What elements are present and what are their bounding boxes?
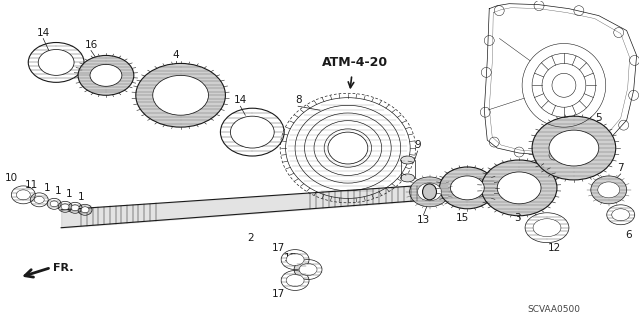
Ellipse shape [153, 75, 209, 115]
Text: 2: 2 [247, 233, 253, 243]
Text: 13: 13 [417, 215, 430, 225]
Text: 15: 15 [456, 213, 469, 223]
Ellipse shape [78, 56, 134, 95]
Ellipse shape [401, 174, 415, 182]
Ellipse shape [38, 49, 74, 75]
Ellipse shape [533, 219, 561, 237]
Text: 12: 12 [547, 243, 561, 253]
Text: 3: 3 [514, 213, 520, 223]
Ellipse shape [497, 172, 541, 204]
Ellipse shape [136, 63, 225, 127]
Text: 16: 16 [84, 40, 98, 49]
Text: 8: 8 [295, 95, 301, 105]
Ellipse shape [451, 176, 484, 200]
Text: 14: 14 [36, 27, 50, 38]
Text: 6: 6 [625, 230, 632, 240]
Text: 1: 1 [66, 189, 72, 199]
Ellipse shape [481, 160, 557, 216]
Ellipse shape [35, 196, 44, 203]
Ellipse shape [401, 156, 415, 164]
Ellipse shape [328, 132, 368, 164]
Ellipse shape [440, 167, 495, 209]
Text: 10: 10 [4, 173, 18, 183]
Text: 17: 17 [284, 253, 297, 263]
Text: 17: 17 [271, 243, 285, 253]
Text: 4: 4 [172, 50, 179, 61]
Text: 1: 1 [44, 183, 51, 193]
Text: 1: 1 [77, 192, 84, 202]
Ellipse shape [422, 184, 436, 200]
Ellipse shape [230, 116, 274, 148]
Ellipse shape [532, 116, 616, 180]
Text: SCVAA0500: SCVAA0500 [527, 305, 580, 314]
Ellipse shape [90, 64, 122, 86]
Text: 11: 11 [24, 180, 38, 190]
Ellipse shape [17, 190, 30, 200]
Ellipse shape [591, 176, 627, 204]
Text: ATM-4-20: ATM-4-20 [322, 56, 388, 69]
Ellipse shape [61, 204, 69, 210]
Text: 17: 17 [271, 289, 285, 300]
Text: 5: 5 [595, 113, 602, 123]
Ellipse shape [71, 205, 79, 211]
Ellipse shape [549, 130, 599, 166]
Text: 9: 9 [414, 140, 421, 150]
Ellipse shape [612, 209, 630, 221]
Text: 14: 14 [234, 95, 247, 105]
Ellipse shape [81, 207, 89, 213]
Ellipse shape [286, 254, 304, 265]
Ellipse shape [286, 274, 304, 286]
Ellipse shape [417, 183, 442, 201]
Ellipse shape [410, 177, 449, 207]
Ellipse shape [598, 182, 620, 198]
Ellipse shape [50, 201, 58, 207]
Ellipse shape [299, 263, 317, 276]
Text: 7: 7 [618, 163, 624, 173]
Text: FR.: FR. [53, 263, 74, 272]
Text: 1: 1 [55, 186, 61, 196]
